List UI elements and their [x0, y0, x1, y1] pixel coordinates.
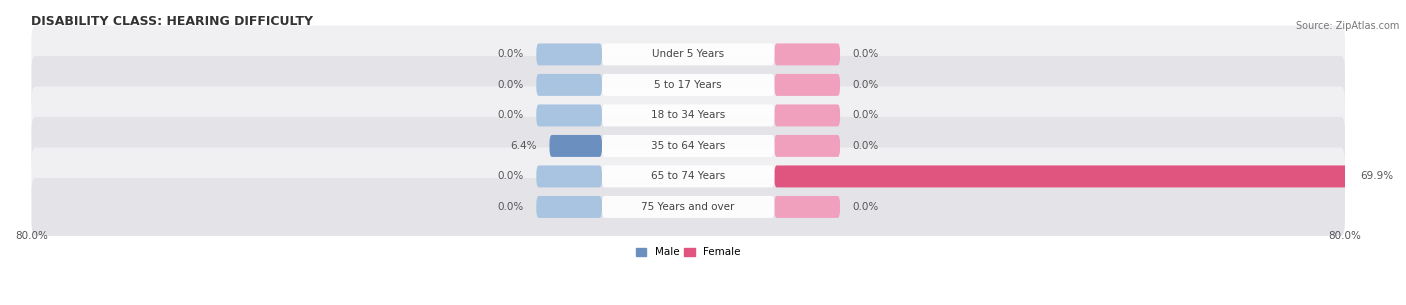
- Text: 6.4%: 6.4%: [510, 141, 537, 151]
- Text: 0.0%: 0.0%: [852, 141, 879, 151]
- Text: 75 Years and over: 75 Years and over: [641, 202, 735, 212]
- Text: 0.0%: 0.0%: [852, 80, 879, 90]
- Text: 18 to 34 Years: 18 to 34 Years: [651, 110, 725, 120]
- FancyBboxPatch shape: [536, 43, 602, 65]
- FancyBboxPatch shape: [602, 104, 775, 126]
- Text: DISABILITY CLASS: HEARING DIFFICULTY: DISABILITY CLASS: HEARING DIFFICULTY: [31, 15, 314, 28]
- FancyBboxPatch shape: [31, 56, 1346, 114]
- Text: 0.0%: 0.0%: [852, 202, 879, 212]
- Text: 35 to 64 Years: 35 to 64 Years: [651, 141, 725, 151]
- Text: 0.0%: 0.0%: [498, 171, 524, 181]
- FancyBboxPatch shape: [536, 165, 602, 187]
- FancyBboxPatch shape: [775, 74, 839, 96]
- FancyBboxPatch shape: [536, 74, 602, 96]
- Text: 0.0%: 0.0%: [498, 110, 524, 120]
- FancyBboxPatch shape: [775, 43, 839, 65]
- Legend: Male, Female: Male, Female: [631, 243, 745, 262]
- FancyBboxPatch shape: [775, 165, 1348, 187]
- FancyBboxPatch shape: [550, 135, 602, 157]
- FancyBboxPatch shape: [31, 25, 1346, 83]
- FancyBboxPatch shape: [536, 196, 602, 218]
- Text: Source: ZipAtlas.com: Source: ZipAtlas.com: [1295, 21, 1399, 31]
- FancyBboxPatch shape: [602, 165, 775, 187]
- FancyBboxPatch shape: [775, 104, 839, 126]
- FancyBboxPatch shape: [536, 104, 602, 126]
- FancyBboxPatch shape: [775, 135, 839, 157]
- Text: 5 to 17 Years: 5 to 17 Years: [654, 80, 723, 90]
- FancyBboxPatch shape: [602, 196, 775, 218]
- Text: 0.0%: 0.0%: [498, 49, 524, 59]
- FancyBboxPatch shape: [602, 74, 775, 96]
- Text: 0.0%: 0.0%: [852, 110, 879, 120]
- FancyBboxPatch shape: [602, 135, 775, 157]
- FancyBboxPatch shape: [31, 147, 1346, 205]
- FancyBboxPatch shape: [31, 86, 1346, 144]
- Text: 65 to 74 Years: 65 to 74 Years: [651, 171, 725, 181]
- FancyBboxPatch shape: [775, 196, 839, 218]
- FancyBboxPatch shape: [602, 43, 775, 65]
- FancyBboxPatch shape: [31, 117, 1346, 175]
- Text: Under 5 Years: Under 5 Years: [652, 49, 724, 59]
- Text: 0.0%: 0.0%: [852, 49, 879, 59]
- Text: 0.0%: 0.0%: [498, 202, 524, 212]
- FancyBboxPatch shape: [31, 178, 1346, 236]
- Text: 0.0%: 0.0%: [498, 80, 524, 90]
- Text: 69.9%: 69.9%: [1361, 171, 1393, 181]
